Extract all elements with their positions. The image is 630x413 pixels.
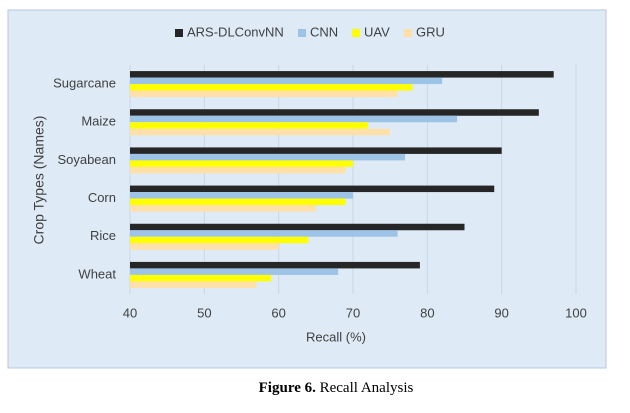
caption-text: Recall Analysis — [320, 380, 414, 396]
bar — [130, 223, 465, 231]
x-tick-label: 90 — [494, 305, 508, 320]
legend-swatch — [175, 29, 183, 37]
bar — [130, 160, 353, 167]
bar — [130, 77, 443, 85]
x-tick-label: 70 — [346, 305, 360, 320]
bar — [130, 84, 413, 91]
figure-label: Figure 6. — [259, 380, 316, 396]
legend-label: GRU — [416, 24, 445, 39]
y-tick-label: Corn — [88, 190, 116, 205]
bar — [130, 243, 279, 250]
bar — [130, 153, 406, 161]
caption: Figure 6. Recall Analysis — [259, 380, 414, 396]
legend-swatch — [404, 29, 412, 37]
bar — [130, 274, 272, 282]
bar — [130, 261, 420, 269]
legend-swatch — [352, 29, 360, 37]
y-tick-label: Soyabean — [57, 152, 116, 167]
bar — [130, 166, 346, 174]
x-tick-label: 60 — [271, 305, 285, 320]
bar — [130, 128, 391, 136]
x-axis-label: Recall (%) — [306, 329, 366, 344]
bar — [130, 281, 257, 288]
bar — [130, 230, 398, 237]
legend-swatch — [298, 29, 306, 37]
bar — [130, 192, 353, 199]
legend-label: UAV — [364, 24, 390, 39]
y-tick-label: Maize — [81, 114, 116, 129]
y-tick-label: Rice — [90, 228, 116, 243]
bar — [130, 71, 554, 78]
y-tick-label: Sugarcane — [53, 76, 116, 91]
x-tick-label: 80 — [420, 305, 434, 320]
bar — [130, 147, 502, 154]
bar — [130, 122, 368, 129]
legend-label: CNN — [310, 24, 338, 39]
bar — [130, 268, 339, 275]
y-tick-label: Wheat — [78, 266, 116, 281]
bar — [130, 198, 346, 206]
bar — [130, 109, 539, 116]
bar — [130, 236, 309, 244]
y-axis-label: Crop Types (Names) — [31, 116, 47, 245]
bar — [130, 90, 398, 98]
legend-label: ARS-DLConvNN — [187, 24, 284, 39]
x-tick-label: 40 — [123, 305, 137, 320]
bar — [130, 185, 495, 193]
bar — [130, 115, 458, 123]
x-tick-label: 100 — [565, 305, 587, 320]
bar — [130, 205, 316, 212]
x-tick-label: 50 — [197, 305, 211, 320]
